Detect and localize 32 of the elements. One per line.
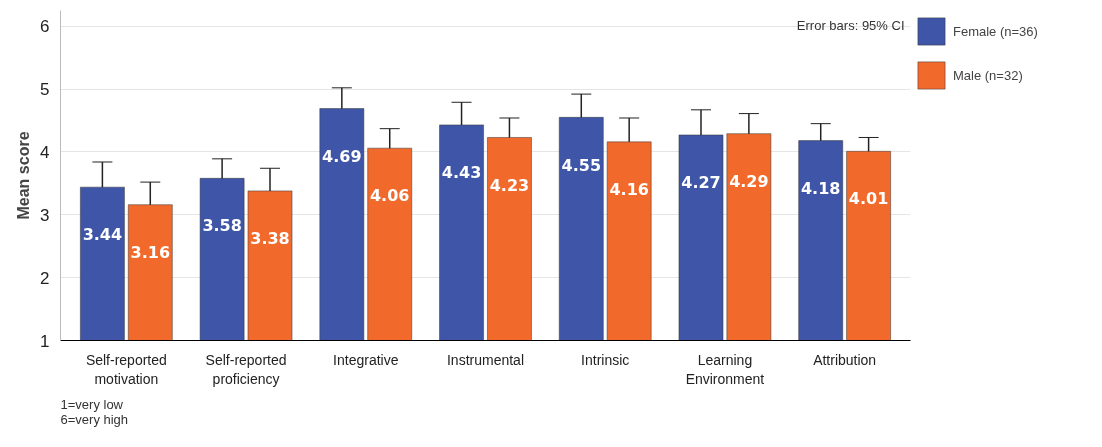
x-tick-label: Instrumental — [446, 351, 525, 368]
data-label: 3.16 — [130, 242, 171, 262]
y-tick-label: 5 — [40, 80, 50, 100]
x-tick-label: Self-reported motivation — [85, 351, 167, 387]
data-label: 3.58 — [202, 216, 242, 236]
data-label: 4.69 — [322, 146, 362, 166]
y-tick-label: 4 — [40, 142, 50, 162]
y-axis-title: Mean score — [15, 131, 33, 220]
data-label: 4.55 — [561, 155, 602, 175]
data-label: 4.43 — [441, 163, 482, 183]
legend-label: Female (n=36) — [953, 23, 1038, 39]
data-label: 4.01 — [848, 189, 889, 209]
x-tick-label: Intrinsic — [581, 351, 630, 368]
data-label: 4.23 — [489, 175, 530, 195]
y-tick-label: 3 — [40, 205, 50, 225]
legend-label: Male (n=32) — [953, 67, 1023, 83]
x-tick-label: Integrative — [333, 351, 399, 368]
x-tick-label: Self-reported proficiency — [205, 351, 287, 387]
y-tick-label: 1 — [40, 331, 50, 351]
data-label: 3.44 — [82, 225, 123, 245]
data-label: 4.16 — [609, 180, 649, 200]
x-tick-label: Attribution — [813, 351, 877, 368]
annotation: Error bars: 95% CI — [796, 17, 905, 33]
y-tick-label: 2 — [40, 268, 50, 288]
x-tick-label: Learning Environment — [685, 351, 765, 387]
data-label: 3.38 — [250, 229, 290, 249]
data-label: 4.29 — [729, 171, 769, 191]
data-label: 4.18 — [800, 178, 841, 198]
data-label: 4.27 — [681, 173, 721, 193]
data-label: 4.06 — [369, 186, 410, 206]
y-tick-label: 6 — [40, 17, 50, 37]
text: 1=very low 6=very high — [60, 396, 129, 427]
